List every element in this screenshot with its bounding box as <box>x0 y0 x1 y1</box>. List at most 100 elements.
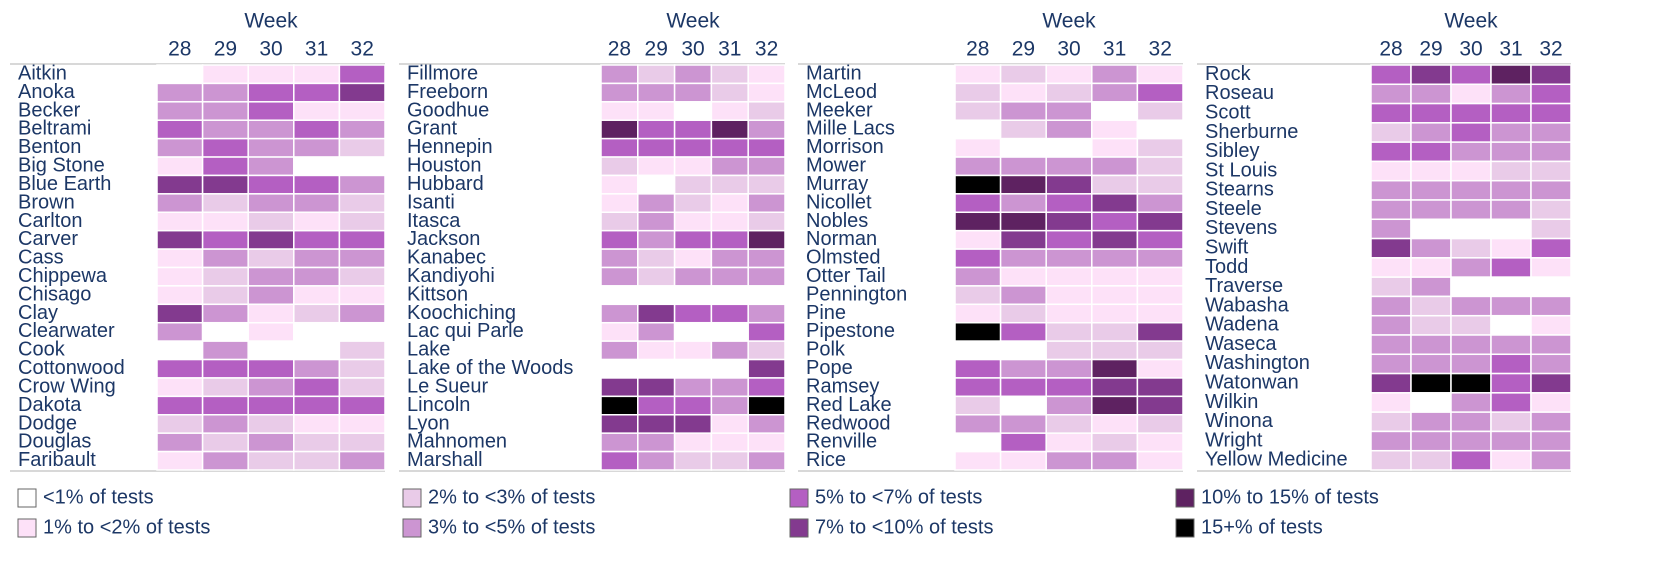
row-label: Murray <box>806 173 868 195</box>
heat-cell <box>600 285 639 306</box>
heat-cell <box>954 414 1002 434</box>
heat-cell <box>637 119 676 140</box>
heat-cell <box>999 229 1047 250</box>
row-label: Fillmore <box>407 62 478 84</box>
heat-cell <box>954 303 1002 324</box>
legend-label: 5% to <7% of tests <box>815 486 982 508</box>
heat-cell <box>1370 411 1412 433</box>
heat-cell <box>710 156 749 177</box>
heat-cell <box>338 82 386 103</box>
heat-cell <box>1045 377 1093 398</box>
heat-cell <box>999 377 1047 398</box>
heat-cell <box>1450 102 1492 124</box>
heat-cell <box>1045 432 1093 453</box>
heat-cell <box>999 285 1047 306</box>
heat-cell <box>637 358 676 379</box>
heat-cell <box>1136 156 1184 177</box>
row-label: Blue Earth <box>18 173 111 195</box>
heat-cell <box>637 395 676 416</box>
heat-cell <box>1045 414 1093 434</box>
legend-swatch <box>1175 518 1195 538</box>
heat-cell <box>1091 303 1139 324</box>
heat-cell <box>747 119 786 140</box>
heat-cell <box>637 285 676 306</box>
heat-cell <box>1370 122 1412 143</box>
heat-cell <box>1490 83 1532 105</box>
heat-cell <box>673 64 713 85</box>
row-label: Renville <box>806 431 877 453</box>
heat-cell <box>600 432 639 453</box>
heat-cell <box>600 137 639 158</box>
heat-cell <box>201 432 249 453</box>
heat-cell <box>637 82 676 103</box>
heat-cell <box>747 174 786 195</box>
row-label: Pine <box>806 302 846 324</box>
heat-cell <box>1045 229 1093 250</box>
heat-cell <box>293 211 341 232</box>
heat-cell <box>637 193 676 214</box>
heat-cell <box>247 193 295 214</box>
heat-cell <box>954 101 1002 121</box>
row-label: Wilkin <box>1205 391 1258 413</box>
heat-cell <box>247 414 295 434</box>
heat-cell <box>999 303 1047 324</box>
heat-cell <box>1410 179 1452 201</box>
x-tick-label: 29 <box>645 38 668 61</box>
heat-cell <box>1370 199 1412 221</box>
row-label: Beltrami <box>18 118 91 140</box>
heat-cell <box>1045 303 1093 324</box>
heat-cell <box>600 266 639 287</box>
heat-cell <box>673 193 713 214</box>
heat-cell <box>1370 218 1412 240</box>
heat-cell <box>338 193 386 214</box>
heat-cell <box>1530 237 1572 259</box>
heat-cell <box>293 285 341 306</box>
row-label: Lake <box>407 339 450 361</box>
heat-cell <box>1410 334 1452 356</box>
heat-cell <box>1045 211 1093 232</box>
heat-cell <box>1370 295 1412 317</box>
heat-cell <box>747 64 786 85</box>
heat-cell <box>673 137 713 158</box>
heat-cell <box>954 358 1002 379</box>
heat-cell <box>1370 237 1412 259</box>
heat-cell <box>1136 193 1184 214</box>
heat-cell <box>1490 449 1532 471</box>
row-label: Aitkin <box>18 62 67 84</box>
heat-cell <box>999 101 1047 121</box>
heat-cell <box>747 303 786 324</box>
legend-label: 3% to <5% of tests <box>428 516 595 538</box>
heat-cell <box>338 119 386 140</box>
heat-cell <box>1136 248 1184 269</box>
row-label: Itasca <box>407 210 461 232</box>
heat-cell <box>1530 276 1572 298</box>
heat-cell <box>156 156 204 177</box>
row-label: Kittson <box>407 283 468 305</box>
heat-cell <box>1450 64 1492 86</box>
heat-cell <box>247 101 295 121</box>
heat-cell <box>1091 285 1139 306</box>
heat-cell <box>673 395 713 416</box>
heat-cell <box>1530 334 1572 356</box>
heat-cell <box>1370 314 1412 336</box>
row-label: Lac qui Parle <box>407 320 524 342</box>
heat-cell <box>1136 432 1184 453</box>
row-label: Sherburne <box>1205 121 1298 143</box>
heat-cell <box>1530 392 1572 413</box>
heat-cell <box>156 340 204 361</box>
heat-cell <box>673 82 713 103</box>
heat-cell <box>201 193 249 214</box>
heat-cell <box>201 321 249 342</box>
row-label: Clearwater <box>18 320 115 342</box>
x-tick-label: 29 <box>1419 38 1442 61</box>
heat-cell <box>999 340 1047 361</box>
heat-cell <box>747 101 786 121</box>
heat-cell <box>1091 432 1139 453</box>
heat-cell <box>1530 141 1572 163</box>
heat-cell <box>293 101 341 121</box>
heat-cell <box>1136 137 1184 158</box>
x-tick-label: 30 <box>681 38 704 61</box>
heat-cell <box>710 193 749 214</box>
heat-cell <box>1370 449 1412 471</box>
x-tick-label: 31 <box>305 38 328 61</box>
